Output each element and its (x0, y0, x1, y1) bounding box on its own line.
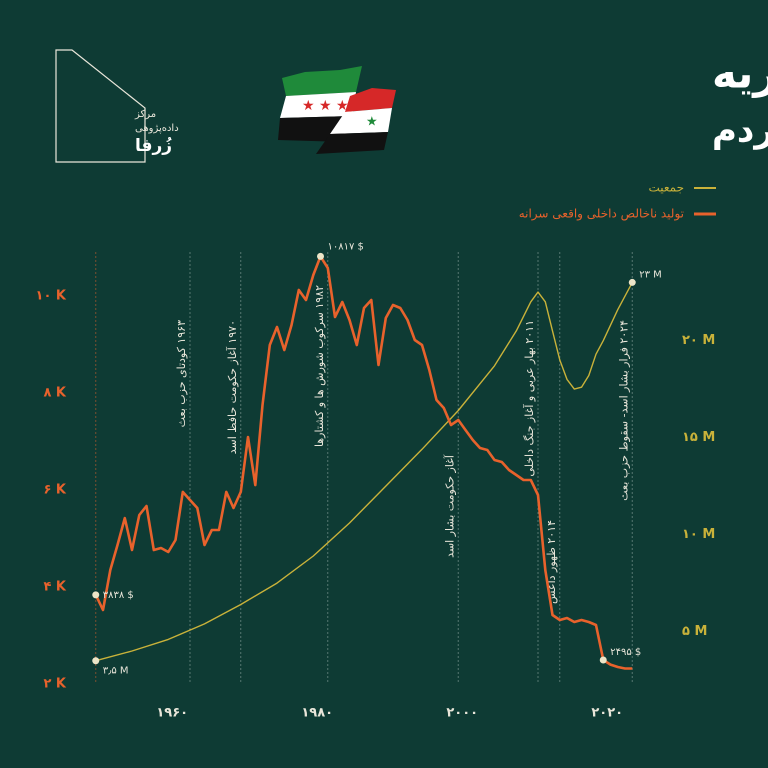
chart-subtitle: أسدها و جیب مردم (712, 108, 768, 151)
logo: مرکز داده‌پژوهی زُرفا (55, 49, 179, 163)
flag-stripe (316, 132, 388, 154)
y-tick-label: ۸ K (43, 386, 66, 401)
legend-label: جمعیت (648, 181, 684, 195)
y2-tick-label: ۲۰ M (682, 333, 715, 348)
annotation-text: ۱۹۷۰ آغاز حکومت حافظ اسد (225, 320, 239, 454)
logo-text: داده‌پژوهی (135, 123, 179, 134)
logo-text: مرکز (134, 109, 156, 120)
annotation-text: ۱۹۸۲ سرکوب شورش ها و کشتارها (313, 285, 326, 447)
series-line (94, 255, 633, 670)
x-tick-label: ۲۰۰۰ (446, 706, 478, 721)
value-label: ۱۰۸۱۷ $ (328, 241, 364, 252)
series-line (95, 282, 633, 662)
point-marker (599, 656, 607, 664)
point-marker (92, 591, 100, 599)
x-tick-label: ۱۹۸۰ (301, 706, 333, 721)
annotation-text: ۱۹۶۳ کودتای حزب بعث (175, 320, 188, 427)
annotation-text: ۲۰۲۴ فرار بشار اسد- سقوط حزب بعث (617, 320, 630, 501)
point-marker (628, 278, 636, 286)
y2-tick-label: ۵ M (682, 624, 707, 639)
y-tick-label: ۲ K (43, 677, 66, 692)
flag-stripe (282, 66, 362, 96)
chart-title: داستان سوریه (712, 49, 768, 99)
x-tick-label: ۱۹۶۰ (156, 706, 188, 721)
flag-star: ★ (366, 115, 378, 130)
point-marker (92, 657, 100, 665)
point-marker (317, 252, 324, 260)
y-tick-label: ۶ K (43, 483, 66, 498)
annotation-text: ۲۰۱۴ ظهور داعش (545, 520, 558, 604)
flag-stripe (345, 88, 396, 112)
flag-stripe (330, 108, 392, 134)
flag-star: ★ ★ ★ (302, 98, 349, 114)
y-tick-label: ۴ K (43, 580, 66, 595)
value-label: ۳٫۵ M (103, 666, 129, 677)
flag-stripe (280, 92, 356, 118)
logo-frame (55, 49, 146, 163)
flags: ★ ★ ★ ★ (278, 66, 396, 154)
x-tick-label: ۲۰۲۰ (591, 706, 623, 721)
value-label: ۳۸۳۸ $ (103, 590, 134, 601)
value-label: ۲۴۹۵ $ (610, 647, 641, 658)
value-label: ۲۳ M (639, 269, 662, 280)
y2-tick-label: ۱۵ M (682, 430, 715, 445)
annotation-text: ۲۰۱۱ بهار عربی و آغاز جنگ داخلی (522, 320, 536, 477)
logo-text: زُرفا (135, 136, 172, 156)
annotation-text: آغاز حکومت بشار اسد (442, 454, 456, 558)
legend-label: تولید ناخالص داخلی واقعی سرانه (519, 207, 684, 222)
y-tick-label: ۱۰ K (36, 289, 67, 304)
y2-tick-label: ۱۰ M (682, 527, 715, 542)
